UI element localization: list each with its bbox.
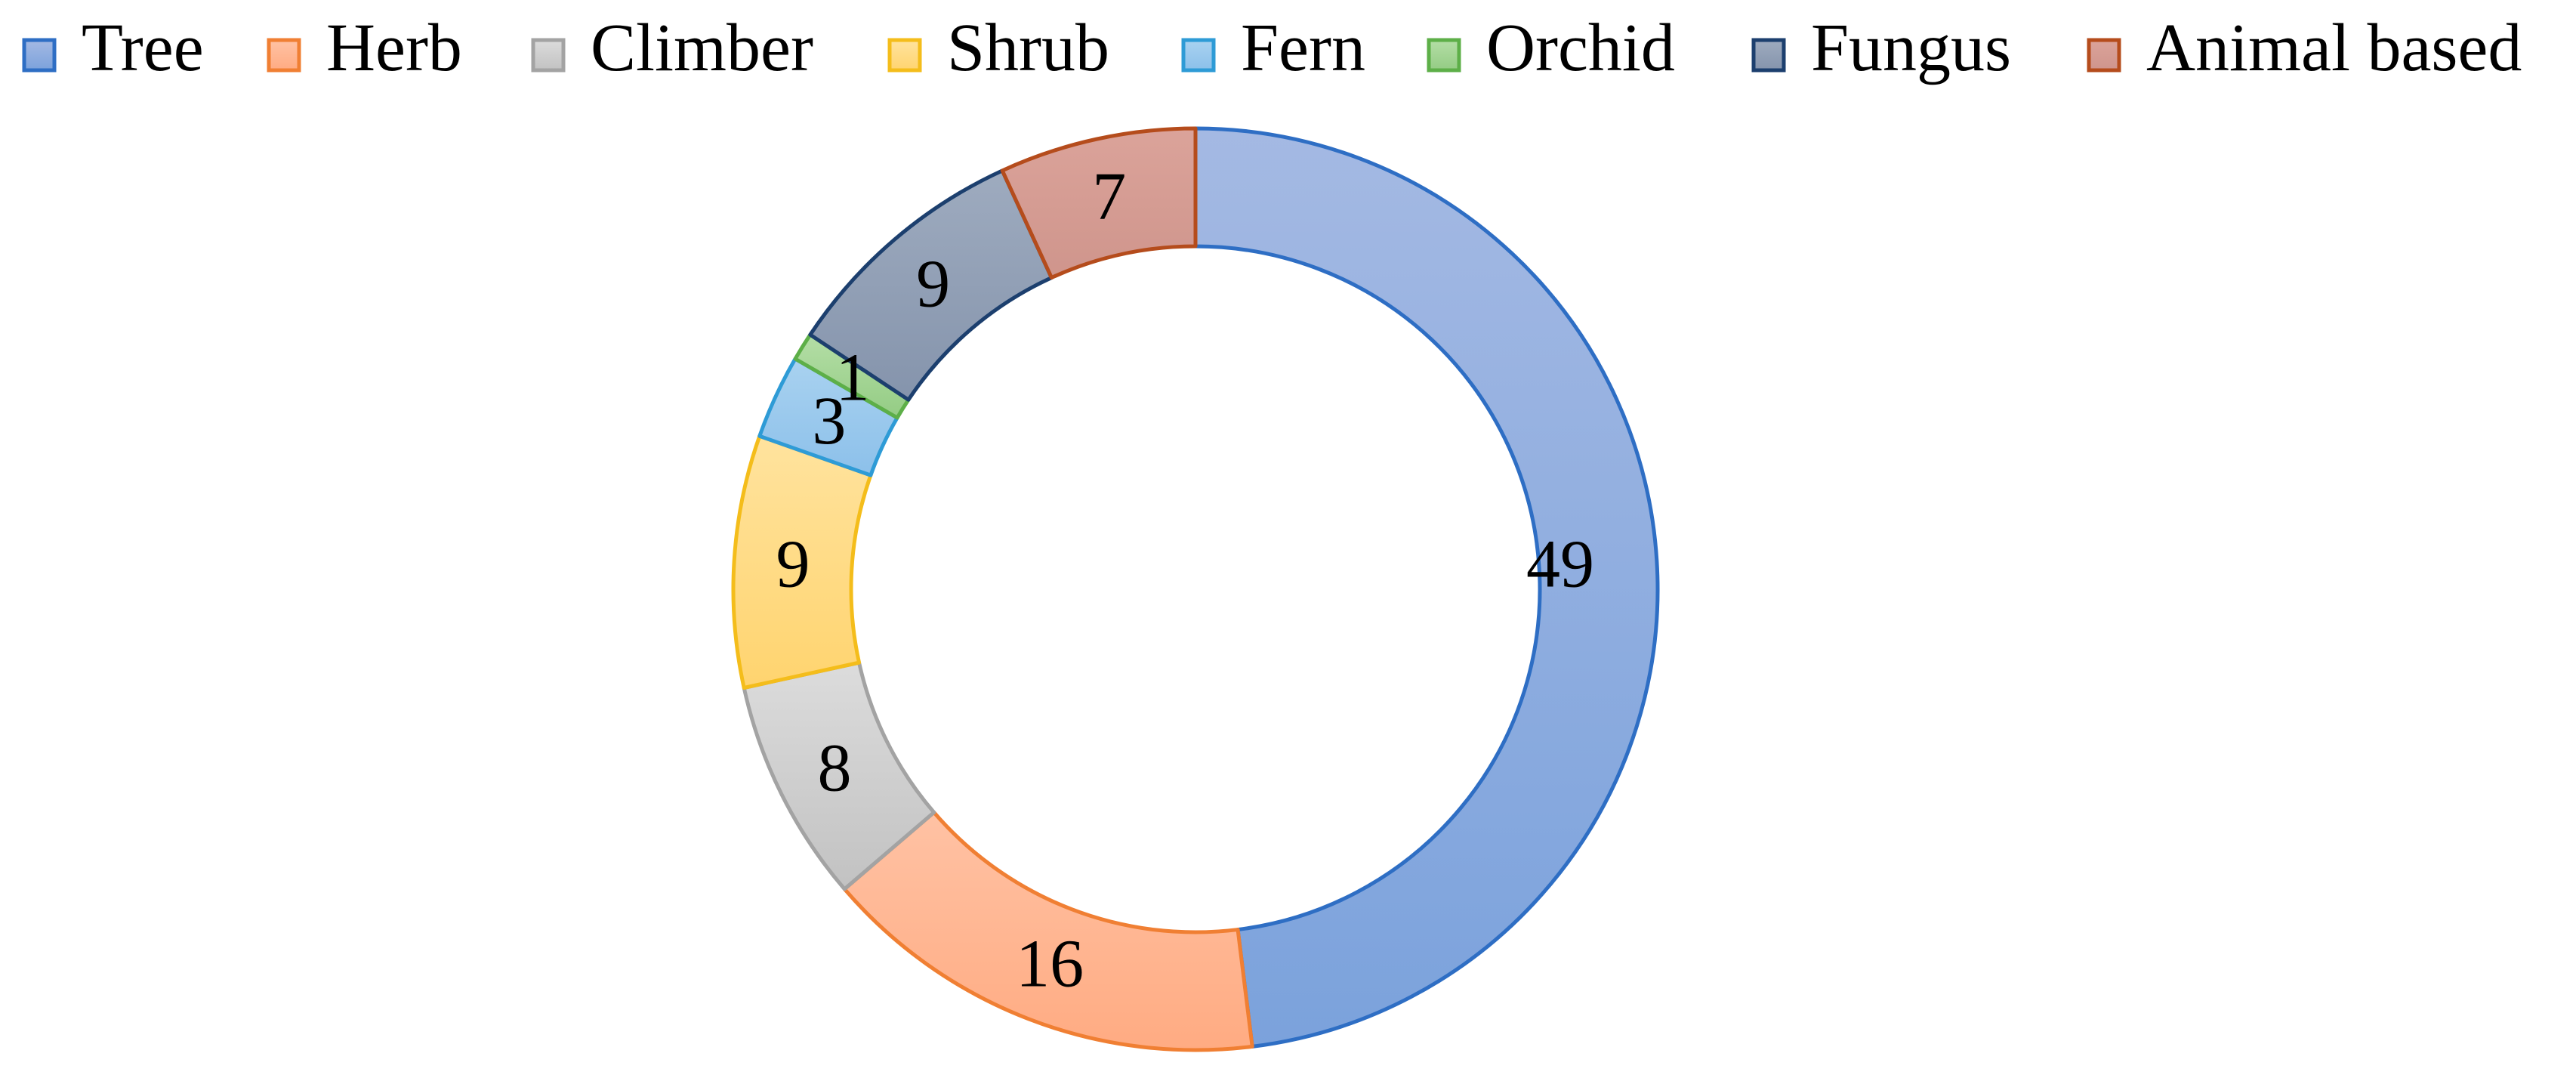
data-label-orchid: 1 bbox=[835, 340, 869, 415]
legend-swatch-climber bbox=[531, 38, 566, 73]
legend-item-fungus: Fungus bbox=[1751, 11, 2011, 85]
legend-label-animal-based: Animal based bbox=[2146, 11, 2522, 85]
legend-label-fern: Fern bbox=[1241, 11, 1365, 85]
data-label-shrub: 9 bbox=[776, 527, 810, 602]
legend-label-climber: Climber bbox=[591, 11, 813, 85]
legend-swatch-orchid bbox=[1427, 38, 1461, 73]
legend-swatch-animal-based bbox=[2087, 38, 2121, 73]
legend-item-fern: Fern bbox=[1181, 11, 1365, 85]
legend: Tree Herb Climber Shrub Fern Orchid Fungus Anim… bbox=[22, 11, 2522, 85]
legend-swatch-fern bbox=[1181, 38, 1216, 73]
slice-tree bbox=[1193, 126, 1660, 1049]
data-label-herb: 16 bbox=[1016, 927, 1084, 1002]
legend-item-herb: Herb bbox=[267, 11, 462, 85]
legend-swatch-fungus bbox=[1751, 38, 1786, 73]
legend-swatch-shrub bbox=[887, 38, 922, 73]
doughnut-ring bbox=[731, 126, 1660, 1052]
data-label-fungus: 9 bbox=[916, 246, 950, 321]
legend-item-climber: Climber bbox=[531, 11, 813, 85]
legend-label-herb: Herb bbox=[326, 11, 462, 85]
data-label-fern: 3 bbox=[812, 384, 846, 459]
legend-swatch-herb bbox=[267, 38, 301, 73]
legend-label-shrub: Shrub bbox=[947, 11, 1109, 85]
legend-item-orchid: Orchid bbox=[1427, 11, 1675, 85]
legend-label-fungus: Fungus bbox=[1811, 11, 2011, 85]
legend-item-tree: Tree bbox=[22, 11, 204, 85]
data-label-animal-based: 7 bbox=[1092, 159, 1126, 234]
data-label-climber: 8 bbox=[817, 731, 851, 806]
legend-item-shrub: Shrub bbox=[887, 11, 1109, 85]
data-label-tree: 49 bbox=[1526, 527, 1594, 602]
legend-label-orchid: Orchid bbox=[1486, 11, 1675, 85]
slice-animal-based bbox=[1000, 126, 1198, 280]
legend-label-tree: Tree bbox=[82, 11, 204, 85]
legend-item-animal-based: Animal based bbox=[2087, 11, 2522, 85]
legend-swatch-tree bbox=[22, 38, 57, 73]
